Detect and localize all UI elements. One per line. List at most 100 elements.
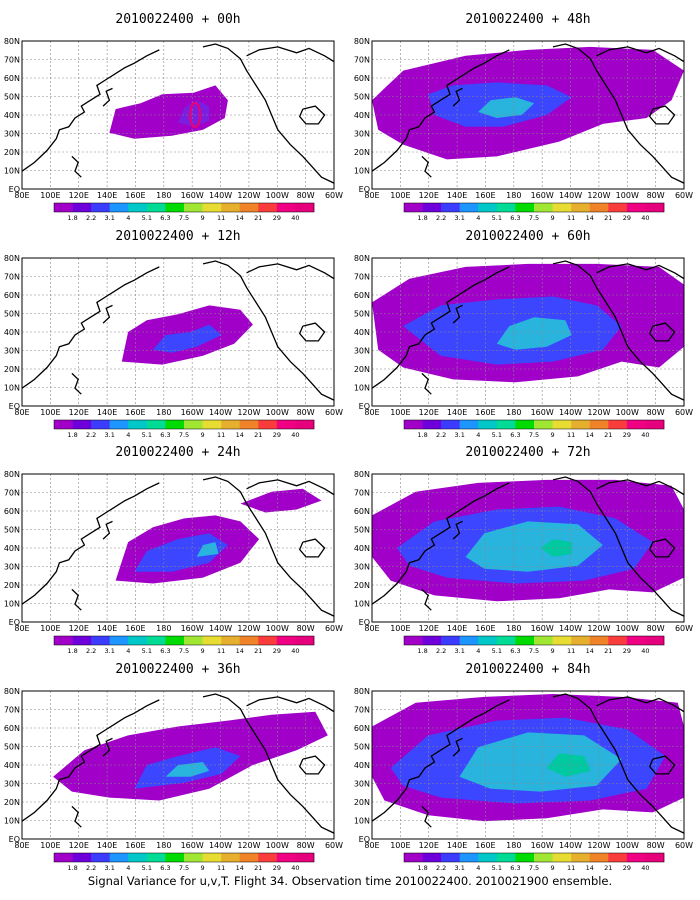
colorbar-swatch <box>91 636 111 645</box>
colorbar-level-label: 14 <box>236 431 244 439</box>
colorbar-swatch <box>91 420 111 429</box>
signal-variance-shading <box>459 732 622 792</box>
coastline <box>22 482 160 605</box>
colorbar-swatch <box>608 853 628 862</box>
colorbar-swatch <box>645 420 665 429</box>
coastline <box>648 538 676 558</box>
colorbar-swatch <box>515 636 535 645</box>
colorbar-level-label: 40 <box>641 864 649 872</box>
colorbar-level-label: 14 <box>236 864 244 872</box>
latitude-tick-label: 20N <box>4 798 20 807</box>
longitude-tick-label: 60W <box>325 191 343 200</box>
latitude-tick-label: 20N <box>354 148 370 157</box>
latitude-tick-label: 70N <box>354 706 370 715</box>
longitude-tick-label: 100E <box>390 624 410 633</box>
colorbar-level-label: 29 <box>273 647 281 655</box>
colorbar-level-label: 7.5 <box>179 864 189 872</box>
longitude-tick-label: 100E <box>40 624 60 633</box>
colorbar-swatch <box>626 203 646 212</box>
colorbar-swatch <box>128 636 148 645</box>
longitude-tick-label: 120W <box>587 191 610 200</box>
panel-title: 2010022400 + 36h <box>115 662 240 677</box>
colorbar-swatch <box>128 853 148 862</box>
signal-variance-shading <box>178 100 210 127</box>
longitude-tick-label: 140E <box>447 624 467 633</box>
longitude-tick-label: 60W <box>675 841 693 850</box>
colorbar-swatch <box>422 203 442 212</box>
coastline <box>552 476 684 617</box>
longitude-tick-label: 120W <box>237 624 260 633</box>
colorbar-swatch <box>571 420 591 429</box>
colorbar-level-label: 6.3 <box>510 214 520 222</box>
latitude-tick-label: 80N <box>354 687 370 696</box>
colorbar-level-label: 4 <box>476 647 480 655</box>
longitude-tick-label: 160E <box>475 408 495 417</box>
colorbar-level-label: 7.5 <box>529 431 539 439</box>
colorbar-frame <box>53 419 315 430</box>
coastline <box>596 263 684 280</box>
colorbar-level-label: 1.8 <box>67 214 77 222</box>
coastline <box>246 263 334 280</box>
map-panel: 2010022400 + 12h EQ 10N 20N 30N 40N 50N 60N 70N 8… <box>4 229 343 439</box>
longitude-tick-label: 100E <box>390 408 410 417</box>
longitude-tick-label: 140E <box>97 624 117 633</box>
colorbar-swatch <box>184 420 203 429</box>
colorbar-level-label: 1.8 <box>417 647 427 655</box>
latitude-tick-label: 70N <box>354 56 370 65</box>
figure-caption: Signal Variance for u,v,T. Flight 34. Ob… <box>88 874 612 888</box>
latitude-tick-label: EQ <box>9 402 20 411</box>
colorbar-swatch <box>54 203 73 212</box>
signal-variance-shading <box>153 324 222 353</box>
latitude-tick-label: 10N <box>4 167 20 176</box>
longitude-tick-label: 100E <box>390 841 410 850</box>
latitude-tick-label: 20N <box>4 365 20 374</box>
longitude-tick-label: 160W <box>181 408 204 417</box>
colorbar-level-label: 3.1 <box>455 864 465 872</box>
latitude-tick-label: 30N <box>354 780 370 789</box>
colorbar-swatch <box>589 636 609 645</box>
colorbar-level-label: 5.1 <box>492 214 502 222</box>
longitude-tick-label: 100W <box>266 191 289 200</box>
longitude-tick-label: 140E <box>97 191 117 200</box>
longitude-tick-label: 160E <box>475 624 495 633</box>
latitude-tick-label: 70N <box>354 273 370 282</box>
coastline <box>452 520 463 540</box>
signal-variance-shading <box>478 97 535 118</box>
colorbar-level-label: 6.3 <box>160 864 170 872</box>
map-frame <box>21 690 335 840</box>
longitude-tick-label: 140E <box>447 408 467 417</box>
colorbar-swatch <box>276 203 296 212</box>
longitude-tick-label: 160W <box>181 841 204 850</box>
colorbar-swatch <box>589 853 609 862</box>
colorbar-swatch <box>258 203 278 212</box>
colorbar-level-label: 21 <box>254 864 262 872</box>
contour-marker <box>188 101 202 129</box>
colorbar-swatch <box>276 420 296 429</box>
coastline <box>552 43 684 184</box>
colorbar-swatch <box>459 853 479 862</box>
longitude-tick-label: 140W <box>559 191 582 200</box>
coastline <box>71 155 82 178</box>
longitude-tick-label: 120E <box>419 624 439 633</box>
colorbar-frame <box>53 852 315 863</box>
longitude-tick-label: 140W <box>209 624 232 633</box>
longitude-tick-label: 80E <box>14 841 29 850</box>
latitude-tick-label: 20N <box>354 798 370 807</box>
latitude-tick-label: 40N <box>354 111 370 120</box>
latitude-tick-label: EQ <box>9 185 20 194</box>
latitude-tick-label: 10N <box>354 384 370 393</box>
colorbar-level-label: 21 <box>254 214 262 222</box>
map-area <box>372 41 684 189</box>
latitude-tick-label: 50N <box>4 743 20 752</box>
coastline <box>552 260 684 401</box>
coastline <box>202 260 334 401</box>
colorbar-level-label: 2.2 <box>436 431 446 439</box>
coastline <box>421 372 432 395</box>
colorbar-swatch <box>239 636 259 645</box>
colorbar-swatch <box>608 420 628 429</box>
colorbar-level-label: 29 <box>623 647 631 655</box>
panel-title: 2010022400 + 48h <box>465 12 590 27</box>
coastline <box>452 737 463 757</box>
latitude-tick-label: 50N <box>354 743 370 752</box>
colorbar-level-label: 7.5 <box>529 864 539 872</box>
